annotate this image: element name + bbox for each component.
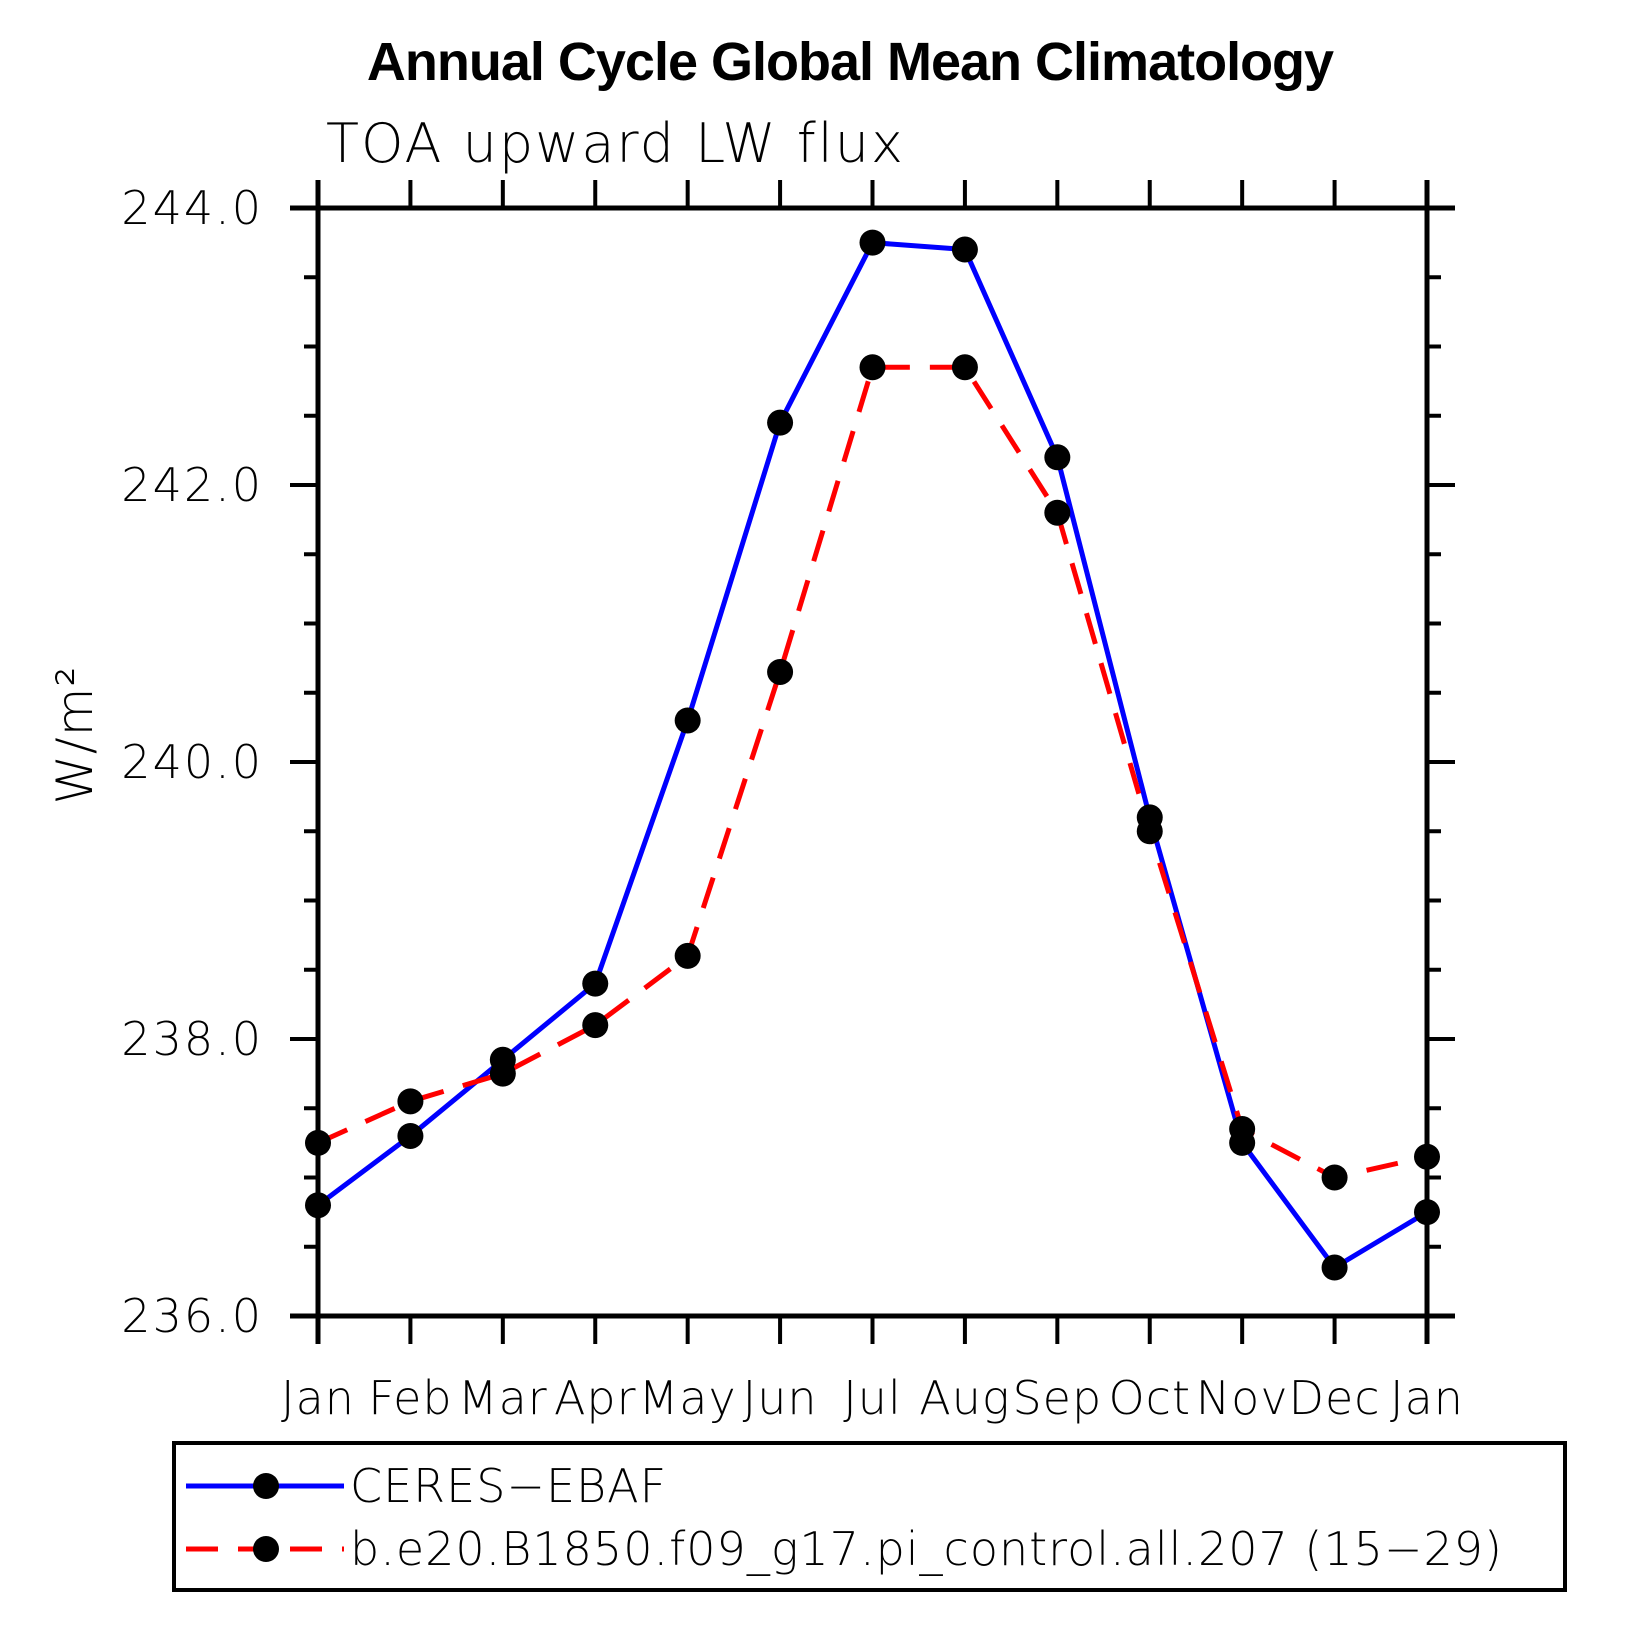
data-point-s0 bbox=[1044, 444, 1071, 471]
series-line-1 bbox=[316, 364, 1428, 1180]
x-tick-label: Jul bbox=[843, 1371, 902, 1425]
data-point-s0 bbox=[859, 229, 886, 256]
y-tick-label: 244.0 bbox=[121, 181, 263, 235]
data-point-s1 bbox=[1414, 1143, 1440, 1170]
x-tick-label: May bbox=[639, 1371, 737, 1425]
data-point-s1 bbox=[1136, 818, 1163, 845]
y-tick-label: 238.0 bbox=[121, 1012, 263, 1066]
x-tick-label: Jan bbox=[1390, 1371, 1464, 1425]
data-series bbox=[305, 229, 1440, 1281]
data-point-s1 bbox=[767, 658, 794, 685]
x-tick-label: Jun bbox=[743, 1371, 818, 1425]
y-tick-label: 242.0 bbox=[121, 458, 263, 512]
legend-label-model: b.e20.B1850.f09_g17.pi_control.all.207 (… bbox=[350, 1522, 1503, 1576]
data-point-s0 bbox=[767, 409, 794, 436]
x-tick-label: Nov bbox=[1196, 1371, 1289, 1425]
chart-title: Annual Cycle Global Mean Climatology bbox=[367, 32, 1334, 92]
legend-label-ceres: CERES−EBAF bbox=[350, 1459, 667, 1513]
legend: CERES−EBAF b.e20.B1850.f09_g17.pi_contro… bbox=[172, 1441, 1567, 1592]
x-tick-label: Jan bbox=[281, 1371, 355, 1425]
data-point-s0 bbox=[582, 970, 609, 997]
data-point-s1 bbox=[489, 1060, 516, 1087]
data-point-s1 bbox=[674, 942, 701, 969]
data-point-s0 bbox=[305, 1192, 331, 1219]
x-tick-label: Dec bbox=[1289, 1371, 1381, 1425]
y-tick-label: 240.0 bbox=[121, 735, 263, 789]
data-point-s0 bbox=[1414, 1199, 1440, 1226]
data-point-s0 bbox=[951, 236, 978, 263]
chart-subtitle: TOA upward LW flux bbox=[326, 112, 905, 175]
data-point-s1 bbox=[582, 1012, 609, 1039]
data-point-s1 bbox=[305, 1129, 331, 1156]
x-tick-label: Mar bbox=[458, 1371, 548, 1425]
axes: Jan Feb Mar Apr May Jun Jul Aug Sep Oct Nov Dec Jan2… bbox=[121, 180, 1464, 1425]
x-tick-label: Apr bbox=[554, 1371, 637, 1425]
data-point-s0 bbox=[674, 707, 701, 734]
data-point-s1 bbox=[1229, 1116, 1256, 1143]
legend-marker-icon bbox=[253, 1536, 279, 1562]
x-tick-label: Sep bbox=[1012, 1371, 1102, 1425]
legend-box bbox=[172, 1441, 1567, 1592]
legend-entry-model: b.e20.B1850.f09_g17.pi_control.all.207 (… bbox=[186, 1522, 1503, 1576]
data-point-s1 bbox=[859, 354, 886, 381]
series-line-0 bbox=[316, 240, 1429, 1271]
data-point-s1 bbox=[1044, 499, 1071, 526]
x-tick-label: Aug bbox=[919, 1371, 1010, 1425]
legend-entry-ceres: CERES−EBAF bbox=[186, 1459, 667, 1513]
data-point-s1 bbox=[1321, 1164, 1348, 1191]
x-tick-label: Oct bbox=[1108, 1371, 1191, 1425]
data-point-s0 bbox=[397, 1122, 424, 1149]
data-point-s0 bbox=[1321, 1254, 1348, 1281]
data-point-s1 bbox=[951, 354, 978, 381]
y-tick-label: 236.0 bbox=[121, 1289, 263, 1343]
y-axis-label: W/m² bbox=[46, 665, 104, 804]
legend-marker-icon bbox=[253, 1473, 279, 1499]
x-tick-label: Feb bbox=[368, 1371, 452, 1425]
data-point-s1 bbox=[397, 1088, 424, 1115]
